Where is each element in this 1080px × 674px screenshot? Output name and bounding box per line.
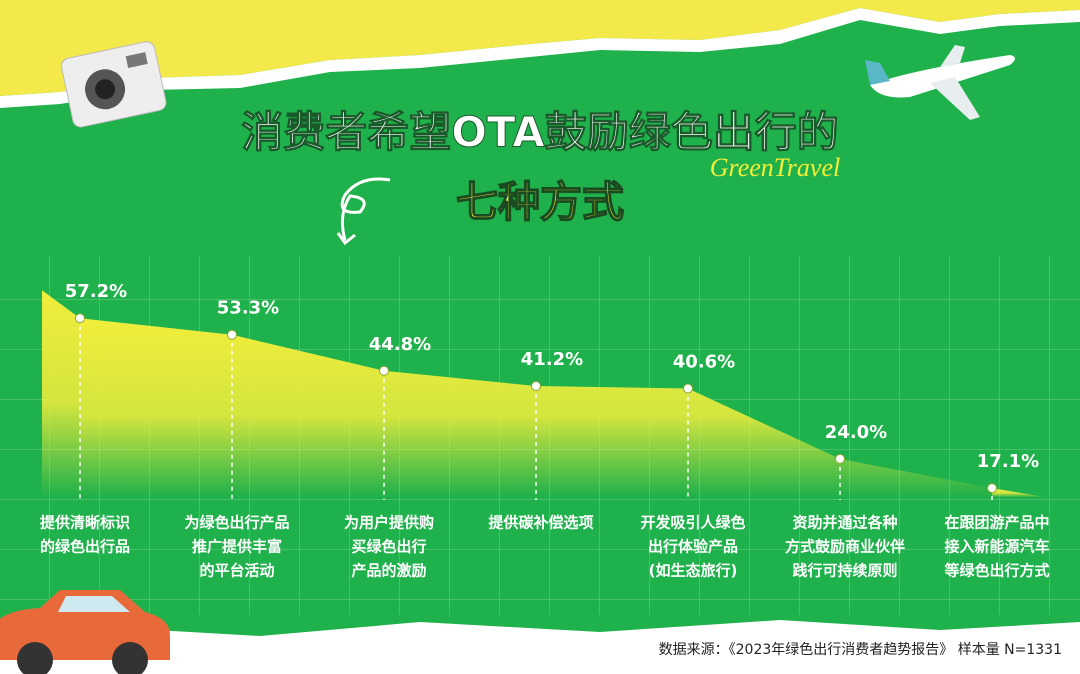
source-note: 数据来源：《2023年绿色出行消费者趋势报告》 样本量 N=1331 [659,641,1062,658]
x-tick-label: 践行可持续原则 [792,562,897,580]
data-label: 40.6% [673,352,735,373]
x-tick-label: 在跟团游产品中 [944,514,1049,532]
x-tick-label: 方式鼓励商业伙伴 [785,538,905,556]
annotation: GreenTravel [710,153,840,182]
point [75,313,85,324]
data-label: 44.8% [369,334,431,355]
chart-subtitle: 七种方式 [456,178,624,227]
point [379,365,389,376]
area-edge [992,488,1045,497]
yellow-band [0,0,1080,96]
x-tick-label: 提供碳补偿选项 [488,514,593,532]
data-label: 24.0% [825,422,887,443]
x-tick-label: 开发吸引人绿色 [640,514,745,532]
airplane [865,45,1015,120]
x-tick-label: 提供清晰标识 [40,514,130,532]
data-label: 17.1% [977,451,1039,472]
x-tick-label: 买绿色出行 [351,538,426,556]
point [987,483,997,494]
x-tick-label: 接入新能源汽车 [944,538,1049,556]
data-label: 41.2% [521,349,583,370]
point [683,383,693,394]
swirl-arrow [336,177,391,246]
point [835,453,845,464]
chart-title: 消费者希望OTA鼓励绿色出行的 [241,108,839,157]
x-tick-label: (如生态旅行) [649,562,738,580]
x-tick-label: 产品的激励 [351,562,426,580]
x-tick-label: 的绿色出行品 [40,538,130,556]
area [80,318,992,497]
point [531,381,541,392]
data-label: 57.2% [65,281,127,302]
x-tick-label: 为用户提供购 [344,514,434,532]
x-tick-label: 等绿色出行方式 [944,562,1049,580]
x-tick-label: 资助并通过各种 [792,514,897,532]
car [0,590,170,674]
x-tick-label: 为绿色出行产品 [184,514,289,532]
bottom-strip [0,620,1080,674]
data-label: 53.3% [217,298,279,319]
x-tick-label: 推广提供丰富 [192,538,282,556]
x-tick-label: 的平台活动 [199,562,274,580]
torn-edge [0,8,1080,108]
area-edge [42,290,80,497]
camera [60,41,167,128]
x-tick-label: 出行体验产品 [648,538,738,556]
point [227,329,237,340]
